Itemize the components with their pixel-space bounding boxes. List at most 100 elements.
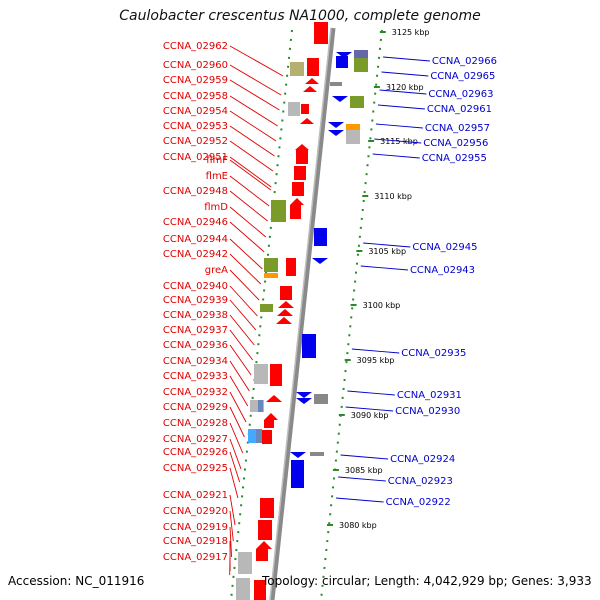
scale-tick-label: 3095 kbp xyxy=(357,356,395,365)
gene-block xyxy=(310,452,324,456)
genome-backbone xyxy=(269,27,336,600)
gene-block xyxy=(256,549,268,561)
gene-label-left[interactable]: CCNA_02921 xyxy=(163,490,228,501)
gene-label-right[interactable]: CCNA_02957 xyxy=(425,123,490,134)
gene-label-right[interactable]: CCNA_02922 xyxy=(386,497,451,508)
gene-label-left[interactable]: CCNA_02929 xyxy=(163,402,228,413)
gene-label-right[interactable]: CCNA_02943 xyxy=(410,265,475,276)
gene-label-left[interactable]: flmE xyxy=(206,171,228,182)
gene-leader-line xyxy=(360,265,408,271)
gene-arrow xyxy=(266,395,282,402)
gene-arrow xyxy=(300,118,314,124)
gene-label-left[interactable]: flmF xyxy=(206,155,228,166)
gene-label-left[interactable]: CCNA_02940 xyxy=(163,281,228,292)
gene-block xyxy=(264,273,278,278)
gene-leader-line xyxy=(377,104,425,110)
gene-block xyxy=(288,102,300,116)
gene-arrow xyxy=(328,122,344,128)
gene-label-left[interactable]: CCNA_02946 xyxy=(163,217,228,228)
gene-label-left[interactable]: CCNA_02959 xyxy=(163,75,228,86)
gene-label-left[interactable]: CCNA_02925 xyxy=(163,463,228,474)
scale-tick-label: 3080 kbp xyxy=(339,521,377,530)
gene-label-left[interactable]: CCNA_02952 xyxy=(163,136,228,147)
gene-label-left[interactable]: CCNA_02936 xyxy=(163,340,228,351)
gene-block xyxy=(307,58,319,76)
gene-label-right[interactable]: CCNA_02956 xyxy=(423,138,488,149)
gene-label-left[interactable]: CCNA_02918 xyxy=(163,536,228,547)
gene-label-left[interactable]: CCNA_02939 xyxy=(163,295,228,306)
gene-leader-line xyxy=(229,156,272,188)
gene-label-left[interactable]: CCNA_02933 xyxy=(163,371,228,382)
gene-block xyxy=(290,62,304,76)
gene-block xyxy=(262,430,272,444)
gene-leader-line xyxy=(229,190,268,222)
gene-label-right[interactable]: CCNA_02945 xyxy=(412,242,477,253)
gene-block xyxy=(254,364,268,384)
gene-label-right[interactable]: CCNA_02966 xyxy=(432,56,497,67)
gene-leader-line xyxy=(351,348,400,354)
gene-label-left[interactable]: CCNA_02962 xyxy=(163,41,228,52)
gene-label-right[interactable]: CCNA_02955 xyxy=(422,153,487,164)
gene-label-right[interactable]: CCNA_02935 xyxy=(401,348,466,359)
gene-label-left[interactable]: CCNA_02917 xyxy=(163,552,228,563)
gene-label-right[interactable]: CCNA_02963 xyxy=(428,89,493,100)
gene-block xyxy=(336,56,348,68)
gene-label-left[interactable]: CCNA_02920 xyxy=(163,506,228,517)
gene-label-left[interactable]: CCNA_02932 xyxy=(163,387,228,398)
gene-label-left[interactable]: CCNA_02948 xyxy=(163,186,228,197)
gene-label-right[interactable]: CCNA_02961 xyxy=(427,104,492,115)
gene-leader-line xyxy=(229,175,270,207)
gene-block xyxy=(260,304,273,312)
gene-label-left[interactable]: CCNA_02954 xyxy=(163,106,228,117)
gene-label-left[interactable]: CCNA_02960 xyxy=(163,60,228,71)
gene-block xyxy=(238,552,252,574)
gene-leader-line xyxy=(229,391,247,423)
gene-label-left[interactable]: CCNA_02927 xyxy=(163,434,228,445)
gene-leader-line xyxy=(229,375,249,407)
gene-block xyxy=(236,578,250,600)
gene-label-left[interactable]: CCNA_02942 xyxy=(163,249,228,260)
gene-label-left[interactable]: CCNA_02919 xyxy=(163,522,228,533)
gene-leader-line xyxy=(229,422,244,454)
gene-label-left[interactable]: CCNA_02953 xyxy=(163,121,228,132)
gene-label-left[interactable]: CCNA_02934 xyxy=(163,356,228,367)
gene-arrow xyxy=(312,258,328,264)
genome-info-text: Topology: circular; Length: 4,042,929 bp… xyxy=(262,574,592,588)
gene-leader-line xyxy=(229,360,250,392)
gene-label-left[interactable]: CCNA_02926 xyxy=(163,447,228,458)
gene-leader-line xyxy=(229,253,262,285)
gene-block xyxy=(330,82,342,86)
gene-label-right[interactable]: CCNA_02965 xyxy=(430,71,495,82)
gene-label-left[interactable]: CCNA_02958 xyxy=(163,91,228,102)
gene-label-left[interactable]: greA xyxy=(205,265,228,276)
gene-block xyxy=(354,50,368,58)
gene-label-left[interactable]: CCNA_02937 xyxy=(163,325,228,336)
gene-block xyxy=(301,104,309,114)
gene-label-right[interactable]: CCNA_02924 xyxy=(390,454,455,465)
gene-label-left[interactable]: CCNA_02938 xyxy=(163,310,228,321)
gene-label-left[interactable]: flmD xyxy=(204,202,228,213)
gene-arrow xyxy=(290,198,304,205)
gene-leader-line xyxy=(340,454,389,460)
gene-leader-line xyxy=(372,153,420,159)
gene-leader-line xyxy=(229,406,245,438)
gene-block xyxy=(354,58,368,72)
gene-label-right[interactable]: CCNA_02930 xyxy=(395,406,460,417)
gene-arrow xyxy=(296,398,312,404)
scale-tick-label: 3110 kbp xyxy=(374,192,412,201)
gene-label-left[interactable]: CCNA_02928 xyxy=(163,418,228,429)
gene-arrow xyxy=(276,317,292,324)
gene-block xyxy=(296,150,308,164)
gene-leader-line xyxy=(229,467,239,499)
gene-leader-line xyxy=(229,269,260,301)
genome-backbone-highlight xyxy=(269,27,332,600)
gene-label-right[interactable]: CCNA_02923 xyxy=(388,476,453,487)
genome-title: Caulobacter crescentus NA1000, complete … xyxy=(119,8,481,24)
gene-label-left[interactable]: CCNA_02951 xyxy=(163,152,228,163)
gene-label-left[interactable]: CCNA_02944 xyxy=(163,234,228,245)
gene-arrow xyxy=(305,78,319,84)
gene-leader-line xyxy=(229,344,252,376)
gene-label-right[interactable]: CCNA_02931 xyxy=(397,390,462,401)
